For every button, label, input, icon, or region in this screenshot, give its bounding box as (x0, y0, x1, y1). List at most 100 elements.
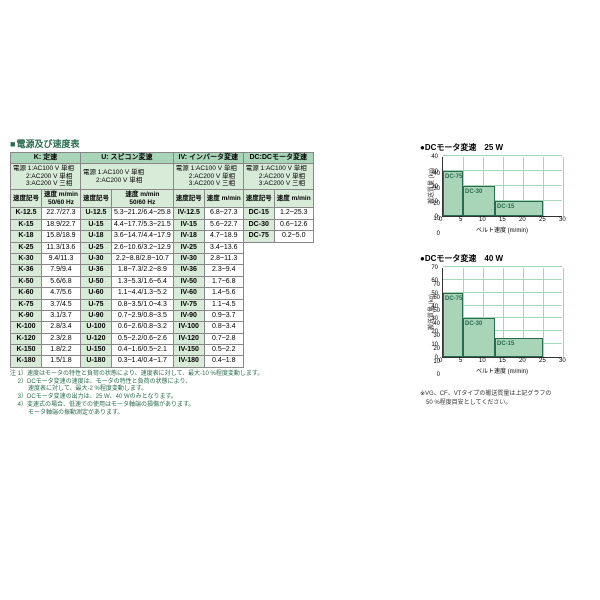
x-tick-label: 5 (459, 217, 462, 223)
x-tick-label: 10 (479, 217, 486, 223)
x-tick-label: 5 (459, 358, 462, 364)
speed-value (274, 242, 313, 253)
speed-value: 2.3/2.8 (42, 333, 81, 344)
y-axis-label: 搬送質量 (kg) (426, 294, 435, 330)
table-section: 電源及び速度表 K: 定速U: スピコン変速IV: インバータ変速DC:DCモー… (10, 135, 400, 418)
speed-value (274, 356, 313, 367)
note-line: モータ軸端の振動測定があります。 (10, 410, 400, 418)
speed-code: K-30 (11, 253, 42, 264)
x-tick-label: 30 (559, 358, 566, 364)
speed-value: 6.8~27.3 (204, 208, 243, 219)
speed-code: IV-36 (173, 265, 204, 276)
speed-code (243, 310, 274, 321)
power-spec: 電源 1:AC100 V 単相 2:AC200 V 単相 (80, 164, 173, 189)
x-tick-label: 20 (519, 358, 526, 364)
column-header: 速度記号 (243, 189, 274, 208)
speed-code: IV-150 (173, 345, 204, 356)
y-tick: 0 (420, 231, 440, 237)
speed-code: K-60 (11, 288, 42, 299)
chart-dc25w: DCモータ変速 25 WDC-75DC-30DC-150102030400102… (420, 142, 562, 234)
speed-code: U-100 (80, 322, 111, 333)
speed-code (243, 276, 274, 287)
column-header: 速度記号 (11, 189, 42, 208)
speed-value (274, 310, 313, 321)
note-line: 4）変速式の場合、低速での使用はモータ軸端の損傷があります。 (10, 402, 400, 410)
speed-value: 4.4~17.7/5.3~21.5 (111, 219, 173, 230)
speed-code (243, 333, 274, 344)
speed-code (243, 288, 274, 299)
chart-segment (443, 293, 463, 357)
x-tick-label: 25 (539, 217, 546, 223)
speed-value (274, 276, 313, 287)
speed-value: 0.4~1.8 (204, 356, 243, 367)
x-tick-label: 0 (439, 358, 442, 364)
speed-code: K-180 (11, 356, 42, 367)
chart-title: DCモータ変速 25 W (420, 142, 562, 153)
speed-value: 7.9/9.4 (42, 265, 81, 276)
chart-dc40w: DCモータ変速 40 WDC-75DC-30DC-150102030405060… (420, 253, 562, 375)
speed-value: 5.6/6.8 (42, 276, 81, 287)
speed-value: 0.2~5.0 (274, 231, 313, 242)
speed-value: 11.3/13.6 (42, 242, 81, 253)
segment-label: DC-75 (445, 296, 462, 302)
speed-code (243, 265, 274, 276)
speed-code: U-75 (80, 299, 111, 310)
x-tick-label: 25 (539, 358, 546, 364)
speed-code: IV-100 (173, 322, 204, 333)
speed-value: 2.3~9.4 (204, 265, 243, 276)
x-tick-label: 30 (559, 217, 566, 223)
y-tick: 0 (420, 372, 440, 378)
speed-code: DC-30 (243, 219, 274, 230)
speed-code: IV-120 (173, 333, 204, 344)
speed-value (274, 345, 313, 356)
speed-code: U-15 (80, 219, 111, 230)
y-tick-label: 0 (435, 214, 438, 220)
speed-code: IV-15 (173, 219, 204, 230)
x-tick-label: 10 (479, 358, 486, 364)
speed-code: U-180 (80, 356, 111, 367)
column-header: 速度記号 (173, 189, 204, 208)
speed-code: K-15 (11, 219, 42, 230)
speed-value (274, 288, 313, 299)
speed-value (274, 253, 313, 264)
speed-code: DC-75 (243, 231, 274, 242)
y-axis-label: 搬送質量 (kg) (426, 168, 435, 204)
speed-value: 0.3~1.4/0.4~1.7 (111, 356, 173, 367)
speed-value (274, 299, 313, 310)
speed-value: 3.7/4.5 (42, 299, 81, 310)
speed-value: 2.8/3.4 (42, 322, 81, 333)
y-tick-label: 0 (435, 355, 438, 361)
speed-value: 1.1~4.5 (204, 299, 243, 310)
speed-value: 1.3~5.3/1.6~6.4 (111, 276, 173, 287)
speed-code: IV-50 (173, 276, 204, 287)
chart-plot: DC-75DC-30DC-15 (442, 268, 562, 358)
speed-code: IV-18 (173, 231, 204, 242)
speed-value: 0.7~2.8 (204, 333, 243, 344)
speed-value (274, 333, 313, 344)
y-tick-label: 70 (431, 265, 438, 271)
speed-code: K-150 (11, 345, 42, 356)
y-tick-label: 20 (431, 329, 438, 335)
speed-value: 3.1/3.7 (42, 310, 81, 321)
speed-value: 1.7~6.8 (204, 276, 243, 287)
speed-value: 1.8/2.2 (42, 345, 81, 356)
speed-code (243, 356, 274, 367)
speed-value: 0.9~3.7 (204, 310, 243, 321)
chart-footnote: ※VG、CF、VTタイプの搬送質量は上記グラフの 50 %程度目安としてください… (420, 388, 551, 406)
speed-code: IV-180 (173, 356, 204, 367)
speed-code: DC-15 (243, 208, 274, 219)
segment-label: DC-30 (465, 189, 482, 195)
segment-label: DC-30 (465, 321, 482, 327)
speed-value: 22.7/27.3 (42, 208, 81, 219)
note-line: 注 1）速度はモータの特性と負荷の状態により、速度表に対して、最大-10 %程度… (10, 371, 400, 379)
speed-code: K-50 (11, 276, 42, 287)
group-header: U: スピコン変速 (80, 153, 173, 164)
speed-value: 1.1~4.4/1.3~5.2 (111, 288, 173, 299)
speed-value: 1.2~25.3 (274, 208, 313, 219)
speed-code: U-12.5 (80, 208, 111, 219)
speed-value: 0.8~3.5/1.0~4.3 (111, 299, 173, 310)
column-header: 速度 m/min 50/60 Hz (111, 189, 173, 208)
speed-value: 1.4~5.6 (204, 288, 243, 299)
speed-value: 3.6~14.7/4.4~17.9 (111, 231, 173, 242)
speed-value: 1.8~7.3/2.2~8.9 (111, 265, 173, 276)
